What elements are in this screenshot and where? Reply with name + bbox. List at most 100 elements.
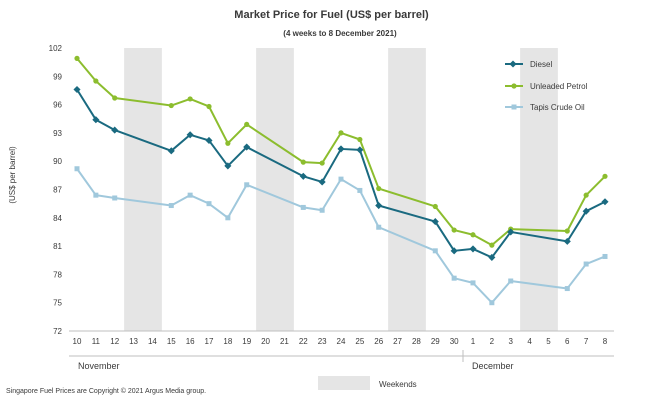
y-tick-label: 75 <box>53 299 62 308</box>
x-tick-label: 15 <box>167 337 176 346</box>
month-label-december: December <box>472 361 514 371</box>
y-tick-label: 93 <box>53 129 62 138</box>
data-point-diesel <box>299 172 307 180</box>
legend: Diesel Unleaded Petrol Tapis Crude Oil <box>505 60 588 112</box>
x-tick-label: 7 <box>584 337 589 346</box>
data-point-unleaded-petrol <box>168 102 174 109</box>
data-point-unleaded-petrol <box>470 232 476 238</box>
data-point-unleaded-petrol <box>244 121 250 128</box>
data-point-unleaded-petrol <box>357 136 363 143</box>
data-point-diesel <box>111 126 119 134</box>
data-point-diesel <box>224 162 232 170</box>
data-point-unleaded-petrol <box>225 140 231 146</box>
data-point-diesel <box>73 85 81 94</box>
data-point-tapis-crude-oil <box>93 192 99 198</box>
data-point-tapis-crude-oil <box>451 275 457 281</box>
month-label-november: November <box>78 361 120 371</box>
chart-title: Market Price for Fuel (US$ per barrel) <box>234 9 429 21</box>
y-tick-label: 102 <box>49 44 63 53</box>
y-tick-label: 72 <box>53 327 62 336</box>
weekend-bands <box>124 48 558 331</box>
data-point-tapis-crude-oil <box>300 204 306 210</box>
data-point-diesel <box>337 145 345 153</box>
data-point-unleaded-petrol <box>338 130 344 136</box>
x-tick-label: 19 <box>242 337 251 346</box>
data-point-tapis-crude-oil <box>244 182 250 188</box>
data-point-tapis-crude-oil <box>602 253 608 259</box>
data-point-unleaded-petrol <box>602 173 608 179</box>
x-tick-label: 8 <box>603 337 608 346</box>
legend-marker-unleaded <box>511 83 517 89</box>
data-point-tapis-crude-oil <box>168 203 174 209</box>
x-tick-label: 26 <box>374 337 383 346</box>
data-point-diesel <box>92 116 100 124</box>
data-point-diesel <box>375 202 383 210</box>
x-tick-label: 14 <box>148 337 157 346</box>
x-tick-label: 23 <box>318 337 327 346</box>
y-tick-label: 87 <box>53 186 62 195</box>
data-point-diesel <box>563 237 571 245</box>
data-point-tapis-crude-oil <box>432 248 438 254</box>
data-point-tapis-crude-oil <box>564 286 570 292</box>
data-point-diesel <box>507 228 515 236</box>
data-point-unleaded-petrol <box>564 228 570 234</box>
weekend-band-3 <box>388 48 426 331</box>
x-tick-label: 20 <box>261 337 270 346</box>
data-point-unleaded-petrol <box>376 185 382 192</box>
data-point-tapis-crude-oil <box>583 261 589 267</box>
data-point-unleaded-petrol <box>583 192 589 198</box>
copyright-footer: Singapore Fuel Prices are Copyright © 20… <box>6 387 206 395</box>
y-axis-ticks: 72 75 78 81 84 87 90 93 96 99 102 <box>49 44 63 336</box>
data-point-unleaded-petrol <box>432 203 438 210</box>
y-tick-label: 84 <box>53 214 62 223</box>
legend-marker-diesel <box>509 60 517 68</box>
x-tick-label: 11 <box>92 337 101 346</box>
legend-label-tapis: Tapis Crude Oil <box>530 103 585 112</box>
data-point-diesel <box>167 147 175 155</box>
x-tick-label: 18 <box>223 337 232 346</box>
data-point-unleaded-petrol <box>187 96 193 102</box>
x-tick-label: 4 <box>527 337 532 346</box>
x-tick-label: 27 <box>393 337 402 346</box>
y-tick-label: 81 <box>53 242 62 251</box>
data-point-diesel <box>356 146 364 154</box>
data-point-unleaded-petrol <box>206 103 212 110</box>
x-tick-label: 3 <box>508 337 513 346</box>
x-tick-label: 6 <box>565 337 570 346</box>
data-point-tapis-crude-oil <box>74 166 80 172</box>
data-point-tapis-crude-oil <box>187 192 193 198</box>
data-point-diesel <box>318 178 326 186</box>
weekend-band-2 <box>256 48 294 331</box>
data-point-tapis-crude-oil <box>206 201 212 207</box>
x-tick-label: 12 <box>110 337 119 346</box>
y-tick-label: 96 <box>53 101 62 110</box>
chart-subtitle: (4 weeks to 8 December 2021) <box>283 29 397 38</box>
data-point-diesel <box>243 143 251 151</box>
data-point-tapis-crude-oil <box>508 278 514 284</box>
x-tick-label: 16 <box>186 337 195 346</box>
data-point-diesel <box>205 136 213 144</box>
y-tick-label: 99 <box>53 72 62 81</box>
y-axis-label: (US$ per barrel) <box>8 146 17 204</box>
x-tick-label: 2 <box>490 337 495 346</box>
data-point-tapis-crude-oil <box>489 300 495 306</box>
y-tick-label: 90 <box>53 157 62 166</box>
data-point-unleaded-petrol <box>300 159 306 165</box>
x-axis-ticks: 10 11 12 13 14 15 16 17 18 19 20 21 22 23 24 25 26 27 28 29… <box>73 337 608 346</box>
data-point-unleaded-petrol <box>93 78 99 84</box>
weekend-band-1 <box>124 48 162 331</box>
x-tick-label: 28 <box>412 337 421 346</box>
data-point-unleaded-petrol <box>451 227 457 233</box>
data-point-unleaded-petrol <box>319 160 325 166</box>
x-tick-label: 5 <box>546 337 551 346</box>
y-tick-label: 78 <box>53 270 62 279</box>
x-tick-label: 1 <box>471 337 476 346</box>
data-point-diesel <box>186 131 194 139</box>
x-tick-label: 30 <box>450 337 459 346</box>
data-point-diesel <box>450 247 458 255</box>
legend-label-unleaded: Unleaded Petrol <box>530 82 588 91</box>
x-tick-label: 22 <box>299 337 308 346</box>
legend-label-diesel: Diesel <box>530 60 552 69</box>
x-tick-label: 10 <box>73 337 82 346</box>
